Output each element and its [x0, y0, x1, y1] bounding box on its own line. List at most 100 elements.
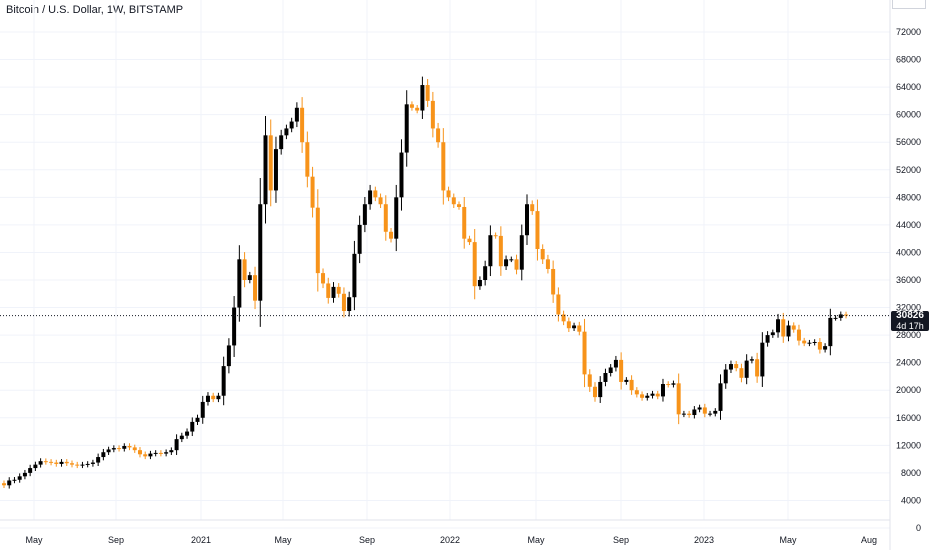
x-tick-label: 2023 [694, 535, 714, 545]
candle-body [744, 360, 749, 378]
candle-body [22, 472, 27, 477]
candle [765, 331, 770, 347]
candle-body [671, 383, 676, 385]
candle [545, 254, 550, 274]
candle-body [519, 235, 524, 270]
y-tick-label: 56000 [896, 137, 921, 147]
candle [776, 313, 781, 338]
candle-body [195, 417, 200, 422]
candle [195, 414, 200, 426]
candle-body [111, 448, 116, 450]
candle-body [556, 294, 561, 315]
candle [629, 375, 634, 395]
price-axis[interactable]: 0400080001200016000200002400028000320003… [896, 27, 921, 533]
candle-body [645, 395, 650, 398]
candle-body [457, 204, 462, 207]
candle [273, 136, 278, 203]
candle-body [12, 479, 17, 481]
candle-body [650, 393, 655, 396]
candle-body [38, 461, 43, 465]
candle [122, 443, 127, 452]
candle-body [807, 342, 812, 344]
candle-body [734, 364, 739, 369]
candle-body [75, 464, 80, 466]
candle-body [122, 446, 127, 449]
candle-body [216, 395, 221, 400]
candle [404, 90, 409, 167]
x-tick-label: 2021 [191, 535, 211, 545]
candle [216, 392, 221, 403]
candle-body [169, 450, 174, 453]
candle [509, 256, 514, 263]
candle [205, 392, 210, 406]
candle-body [728, 364, 733, 370]
candles [2, 76, 849, 489]
candle [676, 373, 681, 425]
candle [817, 338, 822, 354]
candle-body [258, 204, 263, 301]
time-axis[interactable]: May Sep 2021 May Sep 2022 May Sep 2023 May Aug [25, 535, 877, 545]
candle [211, 392, 216, 403]
candle [728, 360, 733, 373]
candle [734, 360, 739, 372]
candle-body [592, 386, 597, 398]
candle [603, 368, 608, 387]
candle-body [828, 317, 833, 347]
candle-body [237, 259, 242, 308]
candle [357, 215, 362, 264]
y-tick-label: 12000 [896, 440, 921, 450]
candle-body [378, 197, 383, 205]
candle [341, 287, 346, 318]
candle-body [697, 407, 702, 410]
candle-body [394, 197, 399, 239]
candle-body [420, 85, 425, 111]
candle-body [776, 319, 781, 333]
candle-body [802, 340, 807, 344]
x-tick-label: May [274, 535, 292, 545]
candle [336, 283, 341, 298]
last-price-value: 30826 [896, 310, 924, 321]
y-tick-label: 48000 [896, 192, 921, 202]
candle [457, 201, 462, 210]
candle [12, 477, 17, 484]
candle-body [551, 268, 556, 295]
candle [383, 195, 388, 241]
candle-body [561, 314, 566, 322]
candle [59, 459, 64, 467]
y-tick-label: 28000 [896, 330, 921, 340]
candle-body [823, 346, 828, 350]
candle [540, 244, 545, 264]
candle [242, 252, 247, 288]
candle [22, 469, 27, 480]
candle [749, 356, 754, 364]
candle [786, 320, 791, 342]
candle-body [69, 463, 74, 465]
candle [289, 117, 294, 133]
candle [54, 459, 59, 467]
candle-body [362, 204, 367, 225]
y-tick-label: 4000 [901, 495, 921, 505]
candle-body [383, 204, 388, 232]
candle-body [844, 314, 849, 316]
toolbar-corner-box[interactable] [892, 0, 926, 9]
candle [561, 310, 566, 326]
candle [613, 355, 618, 372]
candle [587, 369, 592, 392]
candle [530, 200, 535, 215]
candle-body [566, 321, 571, 329]
candle-body [676, 383, 681, 415]
candle [498, 226, 503, 276]
candle [409, 101, 414, 111]
candle-body [389, 231, 394, 239]
candle [608, 364, 613, 377]
candle-body [446, 190, 451, 198]
candle [687, 410, 692, 418]
candle [362, 196, 367, 233]
chart-title: Bitcoin / U.S. Dollar, 1W, BITSTAMP [6, 4, 184, 16]
candle-body [791, 325, 796, 330]
candle [781, 312, 786, 343]
candle-body [582, 331, 587, 375]
y-tick-label: 32000 [896, 303, 921, 313]
candle-body [284, 128, 289, 136]
